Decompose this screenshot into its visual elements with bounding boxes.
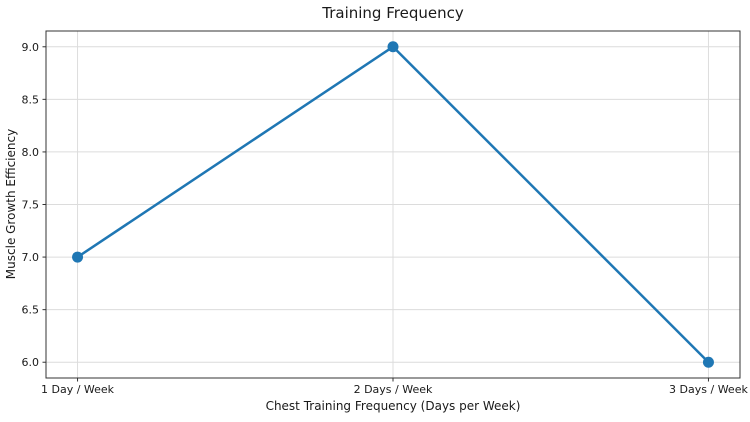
y-tick-label: 8.0: [22, 146, 40, 159]
y-tick-label: 7.0: [22, 251, 40, 264]
y-tick-label: 6.5: [22, 304, 40, 317]
x-tick-label: 3 Days / Week: [669, 383, 748, 396]
y-tick-label: 7.5: [22, 199, 40, 212]
x-tick-label: 2 Days / Week: [354, 383, 433, 396]
x-tick-label: 1 Day / Week: [41, 383, 115, 396]
chart-title: Training Frequency: [322, 4, 464, 22]
data-point-marker: [702, 356, 714, 368]
data-point-marker: [72, 251, 84, 263]
y-tick-label: 6.0: [22, 356, 40, 369]
y-tick-label: 8.5: [22, 93, 40, 106]
y-tick-label: 9.0: [22, 41, 40, 54]
x-axis-label: Chest Training Frequency (Days per Week): [265, 399, 521, 413]
data-point-marker: [387, 41, 399, 53]
